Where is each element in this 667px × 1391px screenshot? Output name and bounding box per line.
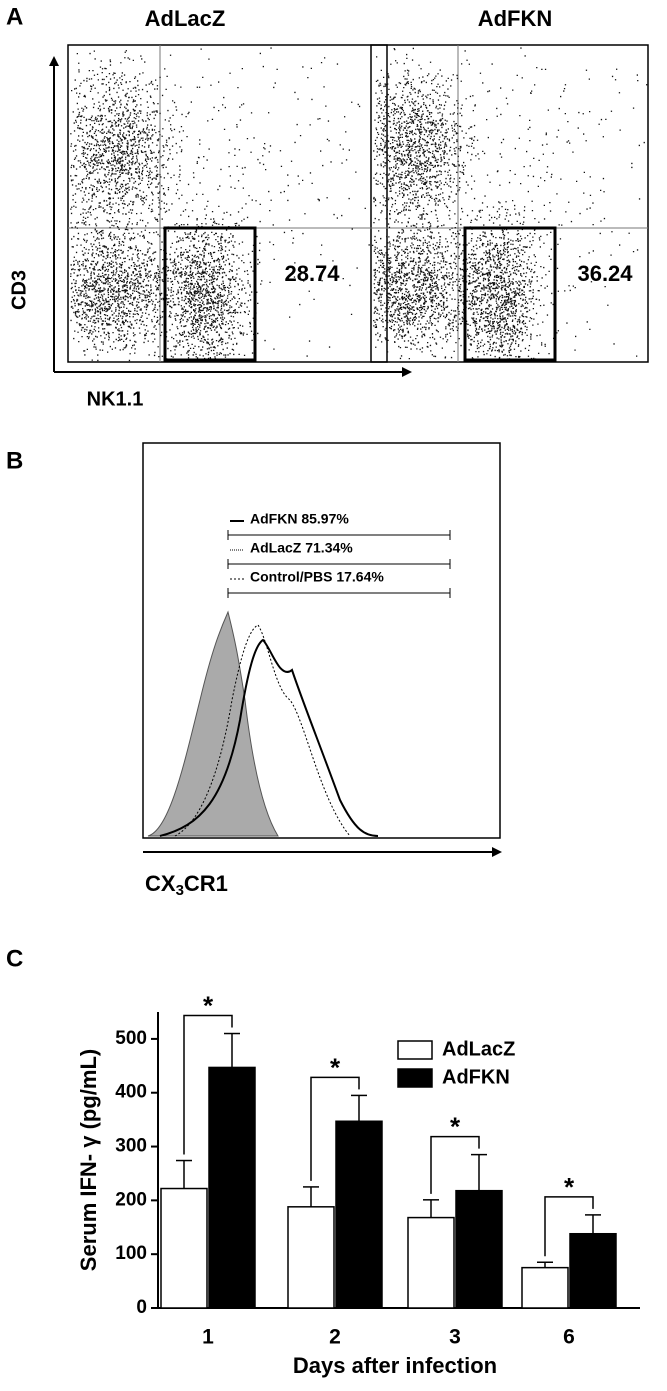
legend-swatch (397, 1068, 433, 1088)
panel-label: A (6, 3, 23, 30)
significance-bracket (544, 1196, 594, 1257)
axis-label-sub: 3 (176, 882, 184, 899)
plot-frame (142, 442, 501, 839)
gate-value: 28.74 (284, 261, 340, 286)
bar (335, 1120, 383, 1309)
bar (287, 1206, 335, 1309)
panel-b: B AdFKN 85.97% AdLacZ 71.34% Control/PBS… (6, 442, 502, 899)
axis-label: CD3 (8, 270, 30, 310)
x-axis-label: Days after infection (293, 1353, 497, 1378)
y-tick-label: 500 (115, 1028, 147, 1049)
dot-cloud (70, 209, 192, 362)
y-axis-label: Serum IFN- γ (pg/mL) (76, 1049, 101, 1271)
bar (208, 1066, 256, 1309)
significance-bracket (183, 1014, 233, 1155)
axis-label: CX3CR1 (145, 871, 228, 899)
panel-c: C Days after infection Serum IFN- γ (pg/… (6, 945, 640, 1378)
plot-title: AdLacZ (145, 6, 226, 31)
legend-text: AdLacZ 71.34% (250, 540, 353, 556)
bar (569, 1232, 617, 1309)
plot-title: AdFKN (478, 6, 553, 31)
bar (521, 1266, 569, 1309)
plot-frame (67, 44, 388, 363)
histogram-control (147, 610, 279, 837)
axis-label-part: CR1 (184, 871, 228, 896)
significance-star: * (330, 1052, 341, 1082)
y-tick-label: 100 (115, 1243, 147, 1264)
y-tick-label: 300 (115, 1136, 147, 1157)
legend-text: Control/PBS 17.64% (250, 569, 384, 585)
gate-bars (227, 530, 451, 598)
dot-cloud (145, 183, 261, 361)
x-tick-label: 1 (202, 1326, 214, 1349)
gate-value: 36.24 (577, 261, 633, 286)
axis-label: NK1.1 (87, 388, 144, 410)
significance-star: * (450, 1111, 461, 1141)
dot-cloud (443, 180, 559, 361)
x-tick-label: 2 (329, 1326, 341, 1349)
legend-swatch (397, 1040, 433, 1060)
y-tick-label: 400 (115, 1082, 147, 1103)
bar (160, 1187, 208, 1309)
histogram-adlacz (174, 624, 351, 837)
bar (407, 1216, 455, 1309)
dot-cloud (70, 50, 198, 265)
panel-a: A AdLacZ AdFKN CD3 NK1.1 28.74 36.24 (6, 3, 649, 410)
significance-bracket (310, 1076, 360, 1181)
bar (455, 1189, 503, 1309)
histogram-adfkn (159, 638, 379, 837)
x-tick-label: 3 (449, 1326, 461, 1349)
significance-bracket (430, 1135, 480, 1194)
y-tick-label: 200 (115, 1189, 147, 1210)
axis-label-part: CX (145, 871, 176, 896)
dot-cloud (373, 48, 493, 270)
significance-star: * (564, 1172, 575, 1202)
legend-text: AdFKN 85.97% (250, 511, 349, 527)
plot-frame (370, 44, 649, 363)
gate (463, 226, 557, 362)
significance-star: * (203, 990, 214, 1020)
legend-label: AdFKN (442, 1066, 510, 1088)
y-tick-label: 0 (136, 1297, 147, 1318)
legend-label: AdLacZ (442, 1038, 515, 1060)
panel-label: B (6, 447, 23, 474)
dot-cloud (374, 47, 648, 360)
panel-label: C (6, 945, 23, 972)
x-tick-label: 6 (563, 1326, 575, 1349)
gate (163, 226, 257, 362)
